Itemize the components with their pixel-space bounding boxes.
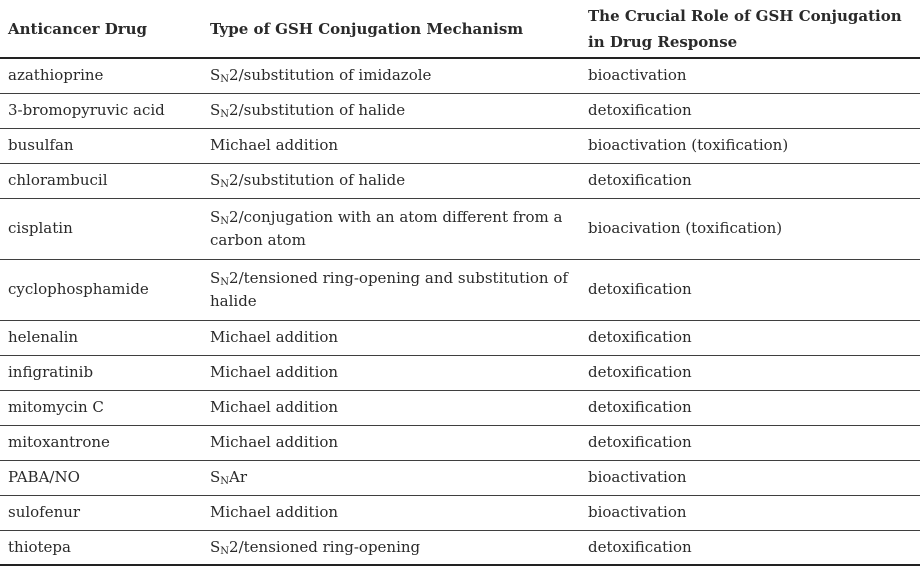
drug-cell: helenalin <box>8 328 79 346</box>
drug-cell: chlorambucil <box>8 171 108 189</box>
role-cell: detoxification <box>588 363 692 381</box>
mechanism-cell: Michael addition <box>210 320 588 355</box>
drug-cell: thiotepa <box>8 537 71 556</box>
mechanism-text-cont: Ar <box>229 468 248 486</box>
mechanism-text: S <box>210 171 221 189</box>
mechanism-subscript: N <box>220 276 230 288</box>
drug-cell: cyclophosphamide <box>8 280 149 298</box>
table-row-chlorambucil: chlorambucil SN2/substitution of halide … <box>0 163 920 198</box>
role-cell: bioactivation <box>588 468 687 486</box>
table-row-sulofenur: sulofenur Michael addition bioactivation <box>0 495 920 530</box>
mechanism-cell: Michael addition <box>210 355 588 390</box>
role-cell: detoxification <box>588 433 692 451</box>
mechanism-cell: SN2/substitution of imidazole <box>210 58 588 93</box>
table-body: azathioprine SN2/substitution of imidazo… <box>0 58 920 565</box>
drug-cell: mitoxantrone <box>8 433 110 451</box>
mechanism-text-cont: 2/substitution of imidazole <box>229 66 432 85</box>
table-row-cyclophosphamide: cyclophosphamide SN2/tensioned ring-open… <box>0 259 920 320</box>
mechanism-subscript: N <box>220 545 230 557</box>
mechanism-text-cont: 2/substitution of halide <box>229 101 406 119</box>
mechanism-subscript: N <box>220 179 230 191</box>
mechanism-cell: SN2/substitution of halide <box>210 163 588 198</box>
table-row-infigratinib: infigratinib Michael addition detoxifica… <box>0 355 920 390</box>
mechanism-cell: Michael addition <box>210 128 588 163</box>
role-cell: bioactivation <box>588 66 687 85</box>
table-header: Anticancer Drug Type of GSH Conjugation … <box>0 0 920 58</box>
drug-cell: mitomycin C <box>8 398 104 416</box>
mechanism-text-cont: 2/substitution of halide <box>229 171 406 189</box>
mechanism-text-cont: 2/tensioned ring-opening and substitutio… <box>210 268 568 310</box>
role-cell: detoxification <box>588 101 692 119</box>
drug-cell: infigratinib <box>8 363 94 381</box>
role-cell: detoxification <box>588 328 692 346</box>
role-cell: bioactivation <box>588 503 687 521</box>
mechanism-cell: Michael addition <box>210 495 588 530</box>
mechanism-cell: SN2/conjugation with an atom different f… <box>210 198 588 259</box>
drug-cell: cisplatin <box>8 219 73 237</box>
mechanism-cell: SN2/substitution of halide <box>210 93 588 128</box>
role-cell: detoxification <box>588 398 692 416</box>
drug-cell: 3-bromopyruvic acid <box>8 101 165 119</box>
mechanism-subscript: N <box>220 109 230 121</box>
col-header-role: The Crucial Role of GSH Conjugation in D… <box>588 6 902 51</box>
mechanism-text: Michael addition <box>210 328 339 346</box>
mechanism-text-cont: 2/conjugation with an atom different fro… <box>210 207 563 249</box>
table-row-3-bromopyruvic-acid: 3-bromopyruvic acid SN2/substitution of … <box>0 93 920 128</box>
table-row-mitoxantrone: mitoxantrone Michael addition detoxifica… <box>0 425 920 460</box>
mechanism-cell: SN2/tensioned ring-opening and substitut… <box>210 259 588 320</box>
mechanism-text: Michael addition <box>210 398 339 416</box>
table-row-thiotepa: thiotepa SN2/tensioned ring-opening deto… <box>0 530 920 565</box>
col-header-anticancer-drug: Anticancer Drug <box>8 19 148 38</box>
mechanism-text-cont: 2/tensioned ring-opening <box>229 537 421 556</box>
table-row-azathioprine: azathioprine SN2/substitution of imidazo… <box>0 58 920 93</box>
role-cell: detoxification <box>588 280 692 298</box>
drug-cell: busulfan <box>8 136 74 154</box>
table-row-paba-no: PABA/NO SNAr bioactivation <box>0 460 920 495</box>
drug-cell: sulofenur <box>8 503 81 521</box>
table-row-busulfan: busulfan Michael addition bioactivation … <box>0 128 920 163</box>
mechanism-text: S <box>210 66 221 85</box>
mechanism-subscript: N <box>220 74 230 86</box>
mechanism-text: Michael addition <box>210 363 339 381</box>
table-row-mitomycin-c: mitomycin C Michael addition detoxificat… <box>0 390 920 425</box>
col-header-mechanism: Type of GSH Conjugation Mechanism <box>210 19 524 38</box>
mechanism-text: S <box>210 537 221 556</box>
table-row-helenalin: helenalin Michael addition detoxificatio… <box>0 320 920 355</box>
role-cell: bioacivation (toxification) <box>588 219 783 237</box>
mechanism-subscript: N <box>220 215 230 227</box>
mechanism-subscript: N <box>220 476 230 488</box>
mechanism-cell: Michael addition <box>210 425 588 460</box>
role-cell: detoxification <box>588 537 692 556</box>
mechanism-text: S <box>210 268 221 287</box>
role-cell: detoxification <box>588 171 692 189</box>
role-cell: bioactivation (toxification) <box>588 136 789 154</box>
mechanism-cell: Michael addition <box>210 390 588 425</box>
mechanism-text: Michael addition <box>210 503 339 521</box>
mechanism-cell: SNAr <box>210 460 588 495</box>
mechanism-cell: SN2/tensioned ring-opening <box>210 530 588 565</box>
table-row-cisplatin: cisplatin SN2/conjugation with an atom d… <box>0 198 920 259</box>
mechanism-text: S <box>210 468 221 486</box>
header-row: Anticancer Drug Type of GSH Conjugation … <box>0 0 920 58</box>
mechanism-text: S <box>210 101 221 119</box>
drug-cell: azathioprine <box>8 66 104 85</box>
mechanism-text: Michael addition <box>210 433 339 451</box>
mechanism-text: Michael addition <box>210 136 339 154</box>
mechanism-text: S <box>210 207 221 226</box>
drug-cell: PABA/NO <box>8 468 80 486</box>
